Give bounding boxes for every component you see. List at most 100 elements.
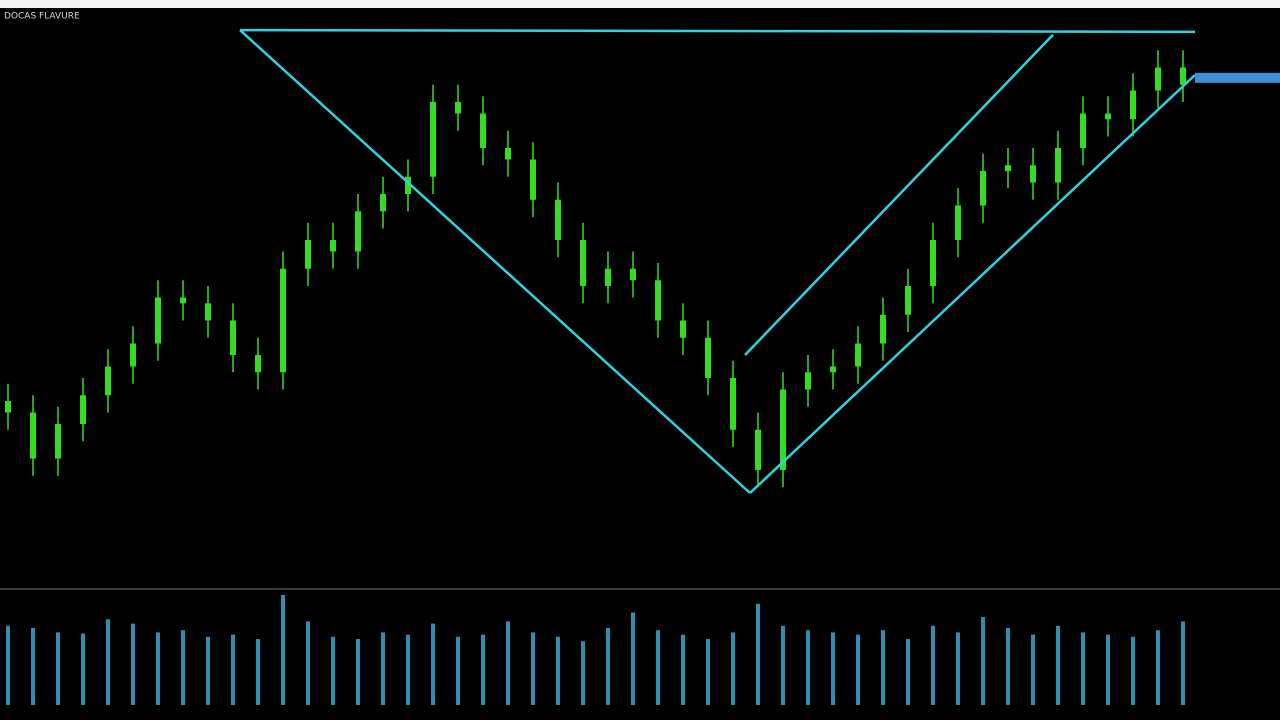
candle-body <box>530 159 536 200</box>
candle-body <box>780 389 786 470</box>
volume-bar <box>431 623 435 705</box>
candle-body <box>405 176 411 194</box>
volume-bar <box>631 612 635 705</box>
candle-body <box>955 205 961 240</box>
candle-body <box>30 412 36 459</box>
volume-bar <box>731 632 735 705</box>
candle-body <box>155 297 161 344</box>
volume-bar <box>581 641 585 705</box>
candle-body <box>205 303 211 321</box>
candle-body <box>1005 165 1011 171</box>
volume-bar <box>881 630 885 705</box>
volume-bar <box>81 633 85 705</box>
candle-body <box>55 424 61 459</box>
candle-body <box>830 366 836 373</box>
candle-body <box>5 401 11 413</box>
candle-body <box>1055 148 1061 183</box>
volume-bar <box>106 619 110 705</box>
trendline <box>749 74 1196 494</box>
trendline <box>239 29 751 494</box>
volume-bar <box>1081 632 1085 705</box>
volume-bar <box>931 625 935 705</box>
top-bar <box>0 0 1280 8</box>
volume-bar <box>506 621 510 705</box>
volume-bar <box>481 634 485 705</box>
candle-body <box>980 171 986 206</box>
candle-body <box>905 286 911 315</box>
candle-body <box>1155 67 1161 91</box>
candle-body <box>430 102 436 177</box>
candle-body <box>730 378 736 430</box>
volume-bar <box>131 623 135 705</box>
candle-body <box>380 194 386 212</box>
volume-bar <box>1106 634 1110 705</box>
candle-body <box>80 395 86 424</box>
candle-body <box>1130 90 1136 120</box>
price-marker <box>1195 72 1280 83</box>
volume-bar <box>806 630 810 705</box>
volume-bar <box>1006 628 1010 705</box>
candle-body <box>505 148 511 160</box>
volume-bar <box>606 628 610 705</box>
volume-bar <box>231 634 235 705</box>
volume-bar <box>831 632 835 705</box>
volume-bar <box>356 639 360 705</box>
volume-bar <box>1056 625 1060 705</box>
volume-bar <box>556 636 560 705</box>
volume-bar <box>1131 636 1135 705</box>
candle-body <box>180 297 186 304</box>
candle-body <box>680 320 686 338</box>
candle-body <box>330 240 336 252</box>
candle-body <box>605 268 611 286</box>
volume-bar <box>456 636 460 705</box>
candle-body <box>555 199 561 240</box>
volume-bar <box>181 630 185 705</box>
candle-body <box>855 343 861 367</box>
candle-body <box>880 314 886 344</box>
volume-bar <box>206 636 210 705</box>
candle-body <box>580 240 586 286</box>
volume-bar <box>381 632 385 705</box>
candle-body <box>280 268 286 373</box>
volume-bar <box>956 632 960 705</box>
candle-body <box>130 343 136 367</box>
candle-body <box>105 366 111 396</box>
trendline <box>744 33 1054 356</box>
volume-bar <box>656 630 660 705</box>
candle-body <box>805 372 811 390</box>
candle-body <box>630 268 636 281</box>
volume-bar <box>1156 630 1160 705</box>
candle-body <box>480 113 486 148</box>
volume-bar <box>706 639 710 705</box>
candle-body <box>1180 67 1186 85</box>
candle-body <box>230 320 236 355</box>
volume-bar <box>981 617 985 705</box>
volume-bar <box>1031 634 1035 705</box>
volume-bar <box>331 636 335 705</box>
volume-bar <box>6 625 10 705</box>
volume-bar <box>56 632 60 705</box>
candle-body <box>1105 113 1111 120</box>
candle-body <box>930 240 936 286</box>
volume-bar <box>156 632 160 705</box>
candle-body <box>1080 113 1086 148</box>
candle-body <box>655 280 661 321</box>
candle-body <box>1030 165 1036 183</box>
volume-bar <box>281 595 285 705</box>
candle-body <box>305 240 311 269</box>
volume-bar <box>406 634 410 705</box>
trendline <box>239 28 1196 34</box>
candle-body <box>255 355 261 373</box>
volume-bar <box>306 621 310 705</box>
chart-title: DOCAS FLAVURE <box>4 12 80 22</box>
volume-bar <box>256 639 260 705</box>
volume-bar <box>781 625 785 705</box>
volume-bar <box>906 639 910 705</box>
volume-bar <box>31 628 35 705</box>
volume-bar <box>681 634 685 705</box>
candle-body <box>455 102 461 114</box>
volume-bar <box>531 632 535 705</box>
candle-body <box>705 337 711 378</box>
